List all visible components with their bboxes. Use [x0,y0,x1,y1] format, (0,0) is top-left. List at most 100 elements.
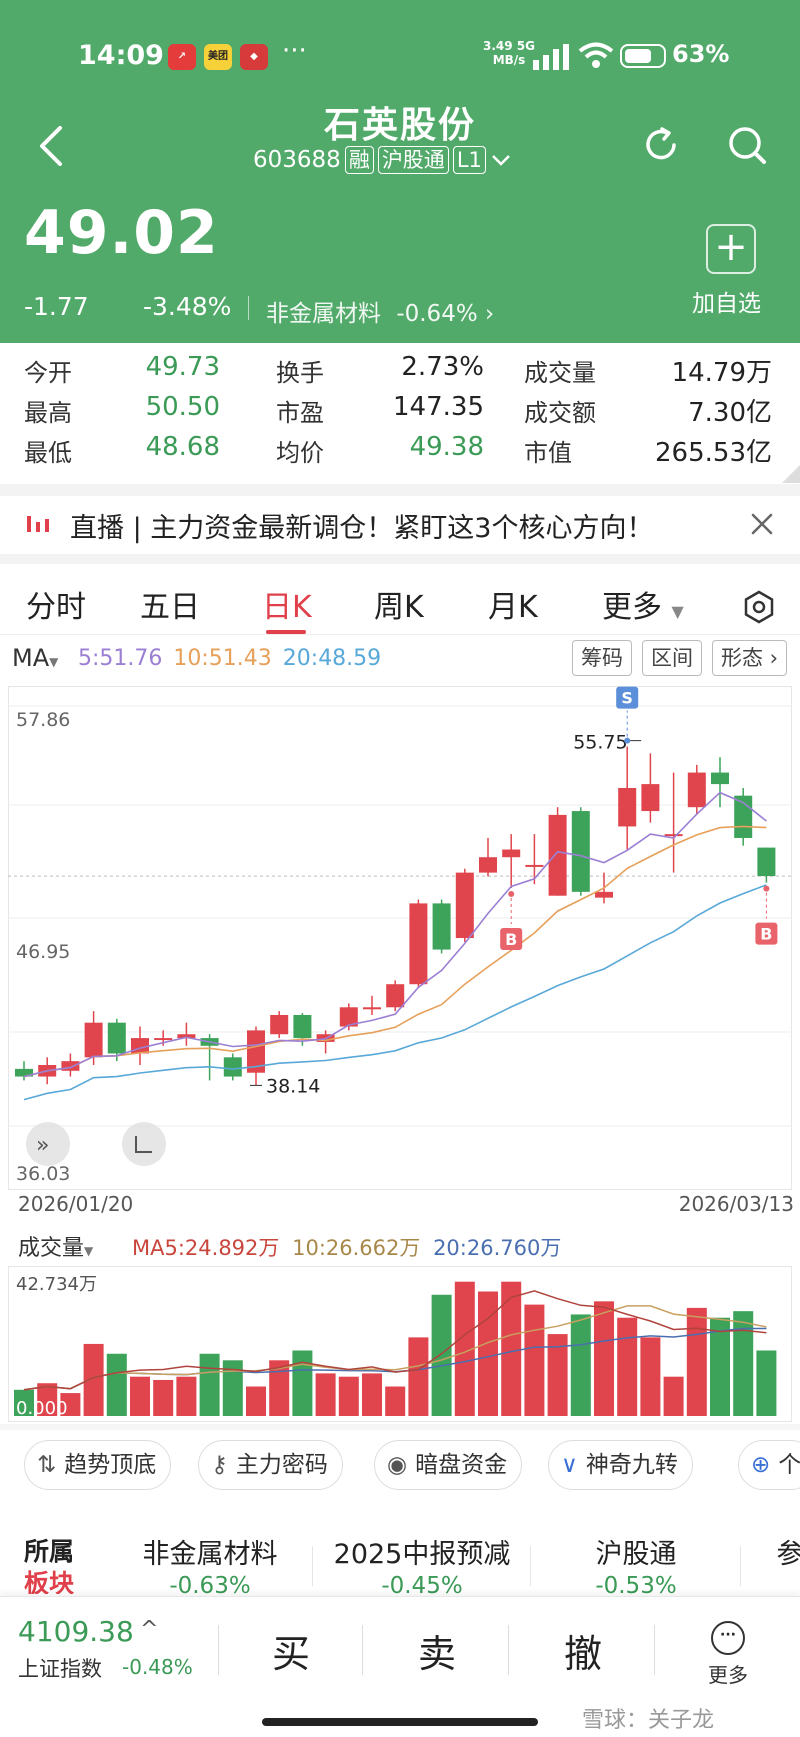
y-axis-bottom-label: 36.03 [16,1163,70,1185]
live-banner[interactable]: 直播 | 主力资金最新调仓！紧盯这3个核心方向！ [0,498,800,548]
pill-magic-nine[interactable]: ∨ 神奇九转 [548,1440,693,1490]
candle-body [247,1030,265,1073]
candle-body [339,1007,358,1027]
pill-label: 个 [778,1452,800,1478]
volume-bar [37,1383,58,1416]
stat-label: 最高 [24,399,72,427]
volume-bar [385,1386,406,1416]
stat-value: 49.38 [409,432,484,462]
tab-weekly-k[interactable]: 周K [374,590,424,625]
pill-more[interactable]: ⊕ 个 [738,1440,800,1490]
candle-body [107,1022,126,1054]
updown-arrows-icon: ⇅ [37,1452,57,1478]
watermark: 雪球：关子龙 [582,1708,715,1733]
volume-bar [454,1281,475,1416]
settings-hexagon-icon[interactable] [742,590,776,624]
kline-chart[interactable]: 57.86 46.95 36.03 55.75 38.14 B S B » [8,686,792,1190]
sector-item-name: 非金属材料 [142,1539,278,1570]
ma-values: 5:51.76 10:51.43 20:48.59 [78,646,381,671]
home-indicator[interactable] [262,1718,538,1726]
pill-main-force-code[interactable]: ⚷ 主力密码 [198,1440,343,1490]
stock-code-row[interactable]: 603688 融 沪股通 L1 [253,146,512,174]
volume-bar [60,1393,81,1416]
pill-label: 主力密码 [235,1452,328,1478]
add-watchlist-button[interactable]: + [706,224,756,274]
fullscreen-icon [122,1122,166,1166]
vol-ma20-value: 20:26.760万 [433,1236,562,1260]
caret-up-icon: ^ [140,1617,159,1642]
candle-body [363,1007,381,1010]
sector-title-line2: 板块 [24,1569,75,1594]
pill-dark-pool-funds[interactable]: ◉ 暗盘资金 [374,1440,523,1490]
divider [654,1625,655,1675]
y-axis-mid-label: 46.95 [16,941,70,963]
sector-item-name: 参 [776,1539,800,1570]
tab-intraday[interactable]: 分时 [26,590,86,625]
signal-badge [616,686,639,709]
section-divider [0,1424,800,1430]
stat-label: 换手 [276,359,324,387]
candle-body [595,891,613,898]
tab-monthly-k[interactable]: 月K [488,590,538,625]
signal-dot [508,891,515,898]
sector-item[interactable]: 参 [770,1532,800,1571]
divider [530,1546,531,1586]
cancel-order-button[interactable]: 撤 [564,1632,603,1676]
live-bars-icon [27,516,49,532]
caret-down-icon: ▼ [84,1244,94,1258]
volume-chart[interactable]: 42.734万 0.000 [8,1266,792,1422]
price-change: -1.77 [24,292,89,321]
close-icon[interactable] [748,510,776,538]
signal-icon [533,44,569,70]
sell-button[interactable]: 卖 [418,1632,457,1676]
chart-frame [8,686,792,1190]
stat-value: 50.50 [145,392,220,422]
candle-body [409,903,428,985]
dark-pool-icon: ◉ [387,1452,408,1478]
expand-corner-icon[interactable] [782,465,800,483]
volume-bar [153,1379,174,1416]
candle-body [525,864,544,867]
refresh-icon[interactable] [640,124,682,166]
quote-stats: 今开 49.73 换手 2.73% 成交量 14.79万 最高 50.50 市盈 147.35 成交… [0,345,800,485]
section-divider [0,484,800,496]
add-watchlist-label[interactable]: 加自选 [692,291,761,317]
search-icon[interactable] [726,124,768,166]
sector-item[interactable]: 沪股通 -0.53% [556,1532,716,1594]
stock-header: 14:09 ↗ 美团 ◆ ··· 3.49 5G MB/s 63% 石英股份 6… [0,0,800,343]
sector-link[interactable]: 非金属材料 -0.64% › [266,294,494,328]
back-arrow-icon[interactable] [34,122,70,170]
net-speed-value: 3.49 [483,39,513,53]
volume-bar [617,1317,638,1416]
divider [248,296,249,320]
chips-button[interactable]: 筹码 [572,640,632,676]
ma-legend-row: MA▼ 5:51.76 10:51.43 20:48.59 筹码 区间 形态 › [0,640,800,680]
volume-selector[interactable]: 成交量▼ [18,1230,93,1262]
stat-value: 49.73 [145,352,220,382]
margin-tag: 融 [344,146,374,174]
pattern-button[interactable]: 形态 › [712,640,788,676]
chart-app-icon: ↗ [168,44,196,70]
range-button[interactable]: 区间 [642,640,702,676]
ma-selector[interactable]: MA▼ [12,644,58,672]
volume-bar [292,1350,313,1416]
tab-five-day[interactable]: 五日 [140,590,200,625]
sector-item-name: 沪股通 [595,1539,677,1570]
pill-trend-top-bottom[interactable]: ⇅ 趋势顶底 [24,1440,172,1490]
candle-body [293,1014,312,1039]
tab-daily-k[interactable]: 日K [262,590,312,625]
index-value: 4109.38 [18,1615,134,1648]
candle-body [131,1038,149,1054]
signal-label: S [621,689,633,708]
more-button[interactable]: ··· 更多 [708,1621,748,1691]
stat-value: 14.79万 [671,358,772,388]
tab-more[interactable]: 更多 ▼ [602,582,684,626]
stock-code: 603688 [253,147,341,173]
sector-item[interactable]: 非金属材料 -0.63% [130,1532,290,1594]
more-dots-icon: ··· [711,1621,745,1655]
sector-item[interactable]: 2025中报预减 -0.45% [322,1532,522,1594]
caret-down-icon: ▼ [49,655,59,669]
buy-button[interactable]: 买 [272,1632,311,1676]
sector-item-pct: -0.63% [169,1573,251,1594]
index-percent: -0.48% [122,1655,193,1679]
